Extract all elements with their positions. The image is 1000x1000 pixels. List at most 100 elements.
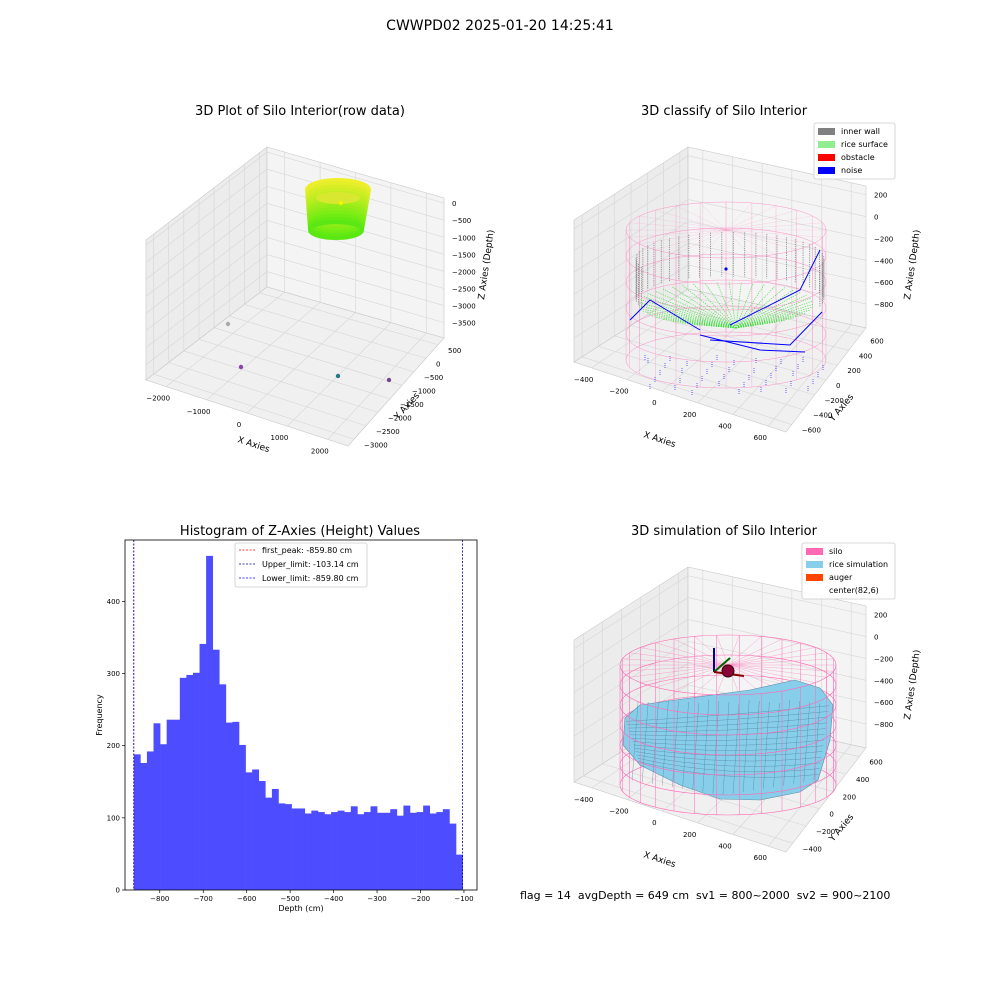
silo-ring-front — [619, 684, 837, 716]
rice-mesh-row — [637, 758, 820, 773]
z-gridline — [145, 185, 445, 280]
silo-roof-spoke — [725, 229, 813, 245]
rice-surface-line — [704, 282, 737, 329]
silo-ring-back — [619, 634, 837, 666]
legend-auger: auger — [829, 573, 853, 582]
silo-roof-spoke — [675, 229, 727, 255]
y-tick-label: 100 — [107, 814, 120, 822]
x-tick-label: 0 — [237, 421, 241, 429]
x-gridline — [768, 744, 852, 847]
silo-roof-spoke — [673, 638, 729, 666]
rice-surface — [622, 679, 834, 801]
silo-roof-spoke — [716, 635, 729, 666]
y-gridline — [229, 315, 415, 373]
histogram-bar — [331, 812, 338, 890]
y-tick-label: 200 — [843, 793, 856, 801]
silo-roof-spoke — [675, 205, 727, 231]
histogram-bar — [140, 762, 148, 890]
silo-roof-spoke — [727, 652, 827, 666]
histogram-bar — [232, 721, 240, 890]
y-tick-label: 0 — [829, 811, 833, 819]
panel1-title: 3D Plot of Silo Interior(row data) — [195, 104, 405, 119]
y-tick-label: 0 — [436, 360, 440, 368]
rice-surface-line — [735, 292, 801, 329]
panel4-title: 3D simulation of Silo Interior — [631, 524, 817, 539]
silo-roof-spoke — [725, 229, 797, 250]
rice-surface-line — [735, 294, 807, 329]
outlier-point — [238, 364, 244, 370]
silo-roof-spoke — [629, 222, 727, 231]
rice-surface-line — [735, 289, 794, 329]
figure-title: CWWPD02 2025-01-20 14:25:41 — [386, 18, 614, 34]
rice-mesh-col — [642, 701, 649, 783]
legend-swatch-auger — [806, 574, 823, 581]
rice-mesh-col — [743, 699, 750, 792]
legend-upper-limit: Upper_limit: -103.14 cm — [262, 560, 359, 569]
histogram-bar — [285, 804, 292, 890]
histogram-bar — [258, 781, 266, 890]
silo-roof-spoke — [655, 664, 729, 688]
y-gridline — [647, 314, 838, 366]
silo-roof-spoke — [655, 229, 727, 250]
z-gridline — [573, 619, 867, 693]
z-gridline — [573, 597, 867, 671]
legend-center: center(82,6) — [829, 586, 879, 595]
silo-roof-spoke — [727, 642, 801, 666]
x-tick-label: 200 — [683, 411, 696, 419]
legend-swatch-silo — [806, 548, 823, 555]
rice-surface-line — [654, 316, 737, 329]
panel3-title: Histogram of Z-Axies (Height) Values — [179, 524, 421, 539]
silo-roof-spoke — [727, 638, 783, 666]
silo-roof-spoke — [694, 636, 729, 666]
x-tick-label: −400 — [324, 895, 343, 903]
rice-surface-line — [638, 302, 737, 329]
noise-curve — [729, 249, 821, 326]
legend-lower-limit: Lower_limit: -859.80 cm — [262, 574, 359, 583]
y-tick-label: −3000 — [364, 441, 388, 449]
rice-surface-line — [681, 284, 737, 329]
z-gridline — [145, 237, 445, 331]
silo-roof-spoke — [727, 664, 816, 683]
rice-mesh-row — [634, 748, 823, 756]
silo-ring-front — [619, 664, 837, 696]
noise-point — [724, 267, 728, 271]
x-tick-label: −600 — [237, 895, 256, 903]
histogram-bar — [166, 719, 174, 890]
y-tick-label: −2000 — [388, 414, 412, 422]
rice-mesh-col — [702, 699, 709, 792]
x-tick-label: 400 — [718, 843, 731, 851]
silo-roof-spoke — [727, 664, 827, 678]
histogram-bar — [337, 810, 345, 890]
y-tick-label: −400 — [803, 845, 822, 853]
rice-surface-line — [735, 324, 754, 329]
z-tick-label: −2000 — [452, 268, 476, 276]
z-gridline — [573, 264, 867, 339]
z-tick-label: −500 — [452, 217, 471, 225]
histogram-bar — [298, 808, 306, 890]
z-gridline — [145, 254, 445, 348]
x-gridline — [327, 332, 427, 440]
z-tick-label: 200 — [874, 192, 887, 200]
rice-mesh-col — [793, 700, 800, 784]
histogram-bar — [192, 672, 200, 890]
floor-pane — [145, 286, 445, 447]
z-tick-label: −200 — [874, 235, 893, 243]
y-tick-label: 200 — [107, 742, 120, 750]
z-gridline — [573, 177, 867, 251]
histogram-bar — [377, 812, 384, 890]
rice-mesh-col — [753, 700, 760, 791]
z-tick-label: −1000 — [452, 234, 476, 242]
legend: silo rice simulation auger center(82,6) — [801, 542, 896, 600]
rice-surface-line — [662, 288, 737, 329]
histogram-bar — [146, 751, 154, 890]
classify-3d-plot: −400 −200 0 200 400 600 600 400 200 0 −200 −400 −600… — [573, 122, 923, 450]
z-gridline — [573, 199, 867, 273]
histogram-bar — [133, 754, 141, 890]
legend-rice-simulation: rice simulation — [829, 560, 888, 569]
histogram-plot: −800 −700 −600 −500 −400 −300 −200 −100 0 100 200… — [95, 539, 478, 913]
cup-center-point — [339, 201, 343, 205]
x-tick-label: 600 — [754, 434, 767, 442]
silo-roof-spoke — [727, 658, 834, 666]
y-tick-label: 300 — [107, 670, 120, 678]
silo-roof-spoke — [725, 210, 797, 231]
